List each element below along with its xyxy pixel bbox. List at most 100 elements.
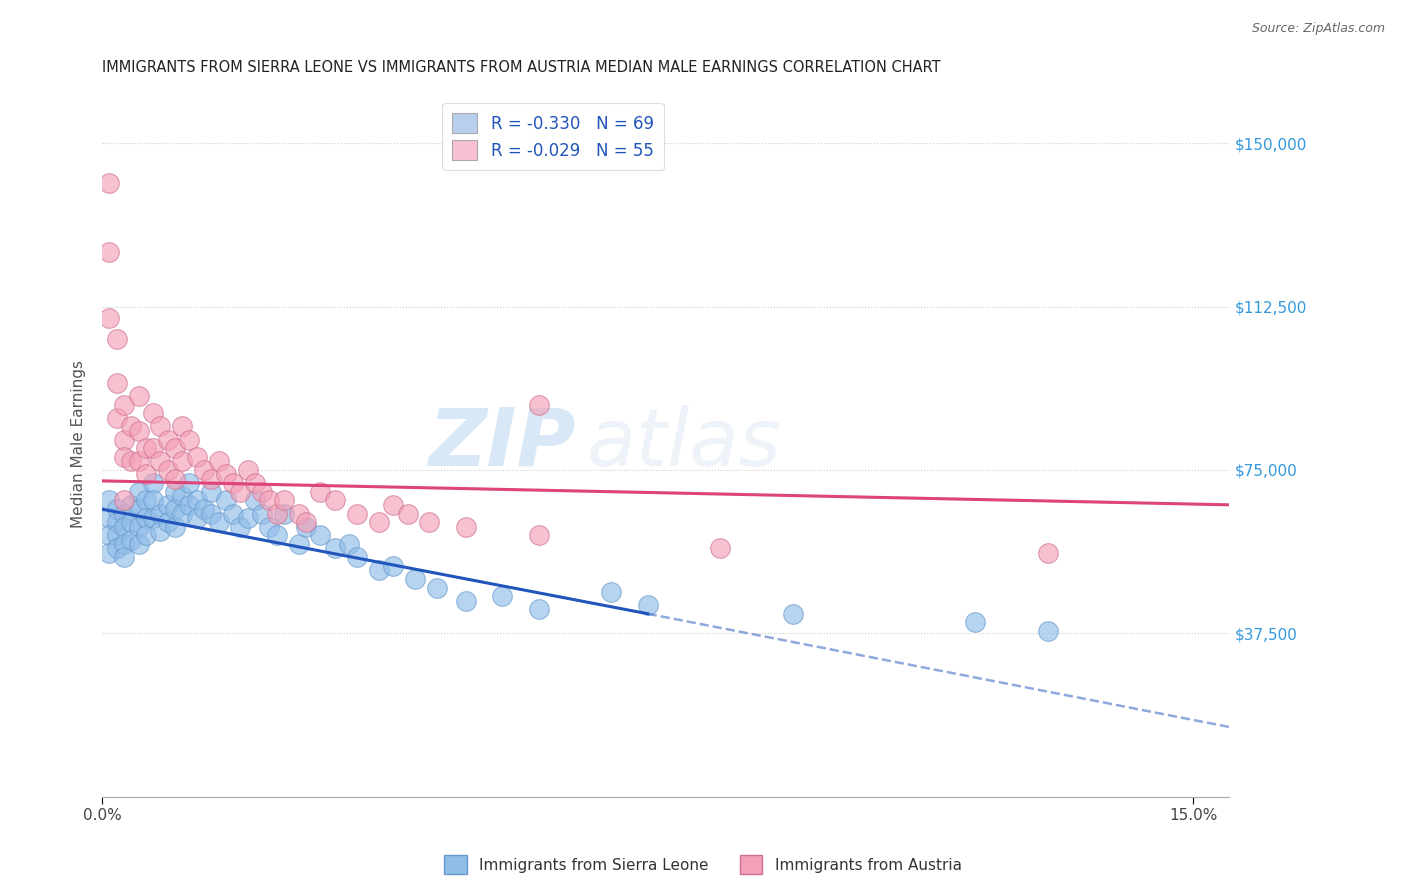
Point <box>149 507 172 521</box>
Point <box>163 502 186 516</box>
Point <box>128 537 150 551</box>
Point <box>120 419 142 434</box>
Point <box>135 528 157 542</box>
Text: Source: ZipAtlas.com: Source: ZipAtlas.com <box>1251 22 1385 36</box>
Point <box>105 410 128 425</box>
Point <box>367 563 389 577</box>
Point <box>215 467 238 482</box>
Point <box>149 419 172 434</box>
Point <box>396 507 419 521</box>
Point <box>236 511 259 525</box>
Point <box>163 484 186 499</box>
Point <box>527 602 550 616</box>
Point <box>98 245 121 260</box>
Point <box>98 176 121 190</box>
Point <box>1036 546 1059 560</box>
Point <box>149 524 172 538</box>
Point <box>491 590 513 604</box>
Point <box>98 493 121 508</box>
Point <box>120 515 142 529</box>
Point <box>163 472 186 486</box>
Point <box>259 519 281 533</box>
Point <box>527 398 550 412</box>
Point <box>128 454 150 468</box>
Point <box>250 507 273 521</box>
Text: atlas: atlas <box>586 405 782 483</box>
Point <box>266 528 288 542</box>
Point <box>637 598 659 612</box>
Point <box>323 541 346 556</box>
Point <box>295 515 318 529</box>
Point <box>112 507 135 521</box>
Point <box>222 476 245 491</box>
Point <box>236 463 259 477</box>
Point <box>172 507 194 521</box>
Point <box>259 493 281 508</box>
Point <box>250 484 273 499</box>
Point <box>426 581 449 595</box>
Point <box>135 493 157 508</box>
Point <box>128 502 150 516</box>
Point <box>112 550 135 565</box>
Point <box>142 406 165 420</box>
Point <box>323 493 346 508</box>
Point <box>229 519 252 533</box>
Point <box>179 498 201 512</box>
Y-axis label: Median Male Earnings: Median Male Earnings <box>72 359 86 528</box>
Point <box>404 572 426 586</box>
Point <box>135 441 157 455</box>
Point <box>120 454 142 468</box>
Point <box>266 507 288 521</box>
Point <box>215 493 238 508</box>
Point <box>156 463 179 477</box>
Point <box>339 537 361 551</box>
Point <box>287 507 309 521</box>
Point <box>172 454 194 468</box>
Point <box>200 507 222 521</box>
Point <box>112 519 135 533</box>
Point <box>112 398 135 412</box>
Legend: R = -0.330   N = 69, R = -0.029   N = 55: R = -0.330 N = 69, R = -0.029 N = 55 <box>443 103 664 170</box>
Point <box>600 585 623 599</box>
Point <box>163 519 186 533</box>
Point <box>287 537 309 551</box>
Point <box>112 433 135 447</box>
Point <box>309 528 332 542</box>
Point <box>98 511 121 525</box>
Point <box>193 502 215 516</box>
Point <box>346 550 368 565</box>
Point <box>454 593 477 607</box>
Point <box>200 472 222 486</box>
Point <box>112 493 135 508</box>
Point <box>367 515 389 529</box>
Point <box>135 511 157 525</box>
Point <box>142 441 165 455</box>
Point <box>179 476 201 491</box>
Point <box>135 467 157 482</box>
Point <box>142 493 165 508</box>
Point <box>200 484 222 499</box>
Point <box>222 507 245 521</box>
Point <box>295 519 318 533</box>
Point <box>105 376 128 390</box>
Text: IMMIGRANTS FROM SIERRA LEONE VS IMMIGRANTS FROM AUSTRIA MEDIAN MALE EARNINGS COR: IMMIGRANTS FROM SIERRA LEONE VS IMMIGRAN… <box>103 60 941 75</box>
Point <box>105 541 128 556</box>
Point <box>309 484 332 499</box>
Point <box>207 515 229 529</box>
Point <box>193 463 215 477</box>
Point <box>149 454 172 468</box>
Point <box>179 433 201 447</box>
Point <box>243 476 266 491</box>
Point <box>105 515 128 529</box>
Point <box>1036 624 1059 639</box>
Point <box>382 558 405 573</box>
Point <box>142 476 165 491</box>
Point <box>186 511 208 525</box>
Point <box>454 519 477 533</box>
Point <box>418 515 440 529</box>
Point <box>229 484 252 499</box>
Point <box>105 332 128 346</box>
Point <box>105 502 128 516</box>
Point <box>128 519 150 533</box>
Point <box>98 528 121 542</box>
